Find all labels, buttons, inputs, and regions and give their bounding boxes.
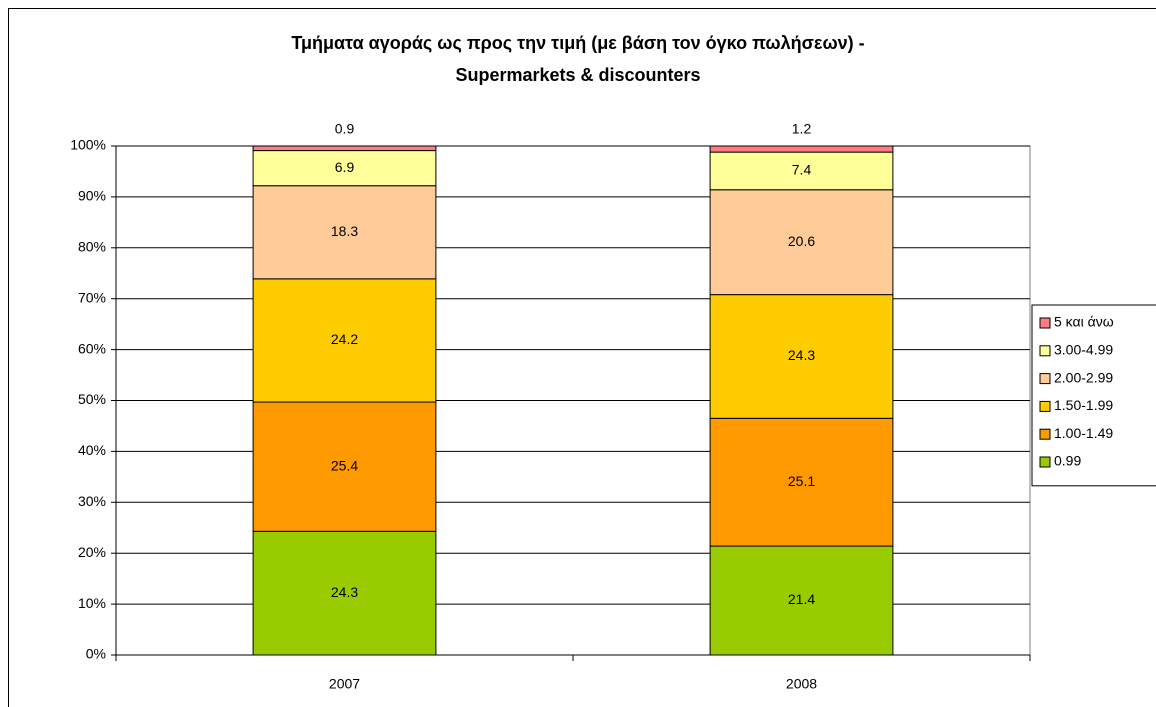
y-tick-label: 50%	[78, 391, 106, 407]
y-tick-label: 20%	[78, 544, 106, 560]
legend-swatch	[1039, 317, 1051, 329]
data-label: 25.4	[331, 457, 358, 473]
bar-segment	[709, 294, 894, 419]
chart-title: Τμήματα αγοράς ως προς την τιμή (με βάση…	[291, 33, 864, 53]
x-tick-label: 2008	[786, 676, 817, 692]
legend-swatch	[1039, 428, 1051, 440]
data-label: 25.1	[788, 473, 815, 489]
legend-label: 1.00-1.49	[1054, 425, 1113, 441]
bar-segment	[252, 185, 437, 280]
bar-segment	[709, 151, 894, 191]
bar-segment	[252, 145, 437, 152]
data-label: 18.3	[331, 223, 358, 239]
data-label: 20.6	[788, 233, 815, 249]
y-tick-label: 0%	[86, 646, 106, 662]
bar-segment	[252, 278, 437, 403]
data-label: 7.4	[792, 162, 812, 178]
legend-swatch	[1039, 400, 1051, 412]
data-label: 24.3	[331, 584, 358, 600]
y-tick-label: 30%	[78, 493, 106, 509]
data-label: 0.9	[335, 121, 355, 137]
chart-title: Supermarkets & discounters	[455, 65, 700, 85]
legend-swatch	[1039, 373, 1051, 385]
bar-segment	[709, 145, 894, 153]
y-tick-label: 100%	[70, 137, 106, 153]
y-tick-label: 60%	[78, 340, 106, 356]
data-label: 6.9	[335, 159, 355, 175]
data-label: 24.2	[331, 331, 358, 347]
legend-label: 3.00-4.99	[1054, 342, 1113, 358]
legend-label: 0.99	[1054, 453, 1081, 469]
legend-box	[1031, 304, 1156, 487]
y-tick-label: 10%	[78, 595, 106, 611]
bar-segment	[709, 545, 894, 656]
legend-swatch	[1039, 345, 1051, 357]
bar-segment	[252, 401, 437, 532]
y-tick-label: 80%	[78, 239, 106, 255]
legend-label: 5 και άνω	[1054, 314, 1114, 330]
x-tick-label: 2007	[329, 676, 360, 692]
y-tick-label: 70%	[78, 289, 106, 305]
legend-label: 1.50-1.99	[1054, 397, 1113, 413]
data-label: 24.3	[788, 347, 815, 363]
bar-segment	[709, 417, 894, 547]
legend-label: 2.00-2.99	[1054, 369, 1113, 385]
y-tick-label: 40%	[78, 442, 106, 458]
data-label: 21.4	[788, 591, 815, 607]
data-label: 1.2	[792, 121, 812, 137]
y-tick-label: 90%	[78, 188, 106, 204]
bar-segment	[709, 189, 894, 296]
legend-swatch	[1039, 456, 1051, 468]
